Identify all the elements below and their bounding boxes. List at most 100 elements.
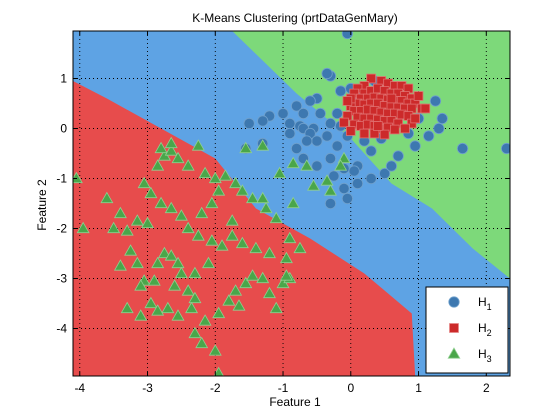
data-point [262,246,276,259]
data-point [386,93,397,104]
x-axis-label: Feature 1 [269,395,321,409]
data-point [311,160,323,172]
data-point [269,211,283,224]
data-point [130,256,144,269]
data-point [409,140,421,152]
data-point [202,256,215,269]
y-axis-label: Feature 2 [35,179,49,231]
x-tick-label: -3 [142,381,153,395]
data-point [331,140,343,152]
data-point [365,145,377,157]
data-point [113,206,127,219]
y-tick-label: -3 [56,272,67,286]
data-point [205,234,219,246]
data-point [256,191,270,204]
data-point [385,160,398,172]
y-tick-label: 0 [60,122,67,136]
data-point [246,191,260,204]
data-point [134,309,148,321]
data-point [257,115,269,127]
data-point [218,169,232,181]
data-point [420,103,431,114]
data-point [208,344,222,356]
data-point [188,326,202,339]
data-point [185,301,199,314]
data-point [174,209,188,221]
data-point [191,229,205,241]
legend-marker [449,323,459,333]
data-point [229,176,243,189]
data-point [334,159,348,171]
data-point [323,184,337,196]
data-point [277,107,289,120]
data-point [273,166,287,179]
data-point [324,117,337,130]
data-point [212,184,226,196]
y-tick-label: 1 [60,72,67,86]
data-point [164,136,178,149]
data-point [293,241,307,254]
data-point [256,271,270,284]
data-point [120,224,134,236]
series-triangle [73,136,351,376]
data-point [168,279,182,291]
data-point [188,291,202,304]
data-point [243,117,255,130]
data-point [100,191,114,204]
data-point [235,184,249,196]
data-point [392,150,404,162]
data-point [151,304,165,316]
data-point [413,91,424,101]
data-point [212,306,226,319]
data-point [151,256,165,269]
data-point [134,279,148,291]
data-point [410,113,420,124]
data-point [232,299,246,311]
data-point [373,121,383,131]
data-point [286,156,300,169]
data-point [225,214,239,226]
data-point [130,214,144,226]
data-point [301,135,313,147]
region-h3 [73,81,416,376]
data-point [154,196,168,209]
data-point [144,296,158,309]
data-point [198,314,212,326]
data-point [181,159,195,171]
data-point [141,216,155,229]
data-point [314,107,326,120]
y-tick-label: -4 [56,322,67,336]
data-point [348,165,360,177]
data-point [147,274,161,286]
data-point [137,176,151,189]
data-point [341,31,353,40]
data-point [286,196,300,209]
plot-frame [72,30,511,377]
data-point [284,117,296,130]
data-point [269,301,283,314]
data-point [328,170,340,182]
data-point [181,284,195,296]
data-point [338,182,350,195]
data-point [76,221,90,234]
x-tick-label: -1 [278,381,289,395]
data-point [456,142,469,155]
data-point [359,128,370,139]
data-point [259,201,273,214]
series-square [339,73,431,140]
data-point [181,221,195,234]
data-point [279,269,293,281]
legend-marker [448,296,460,308]
data-point [436,112,448,125]
data-point [339,117,349,128]
data-point [164,201,178,214]
data-point [222,294,236,306]
data-point [331,107,343,120]
data-point [423,130,435,142]
data-point [335,85,347,97]
data-point [246,269,260,281]
data-point [239,276,253,289]
data-point [351,177,364,190]
